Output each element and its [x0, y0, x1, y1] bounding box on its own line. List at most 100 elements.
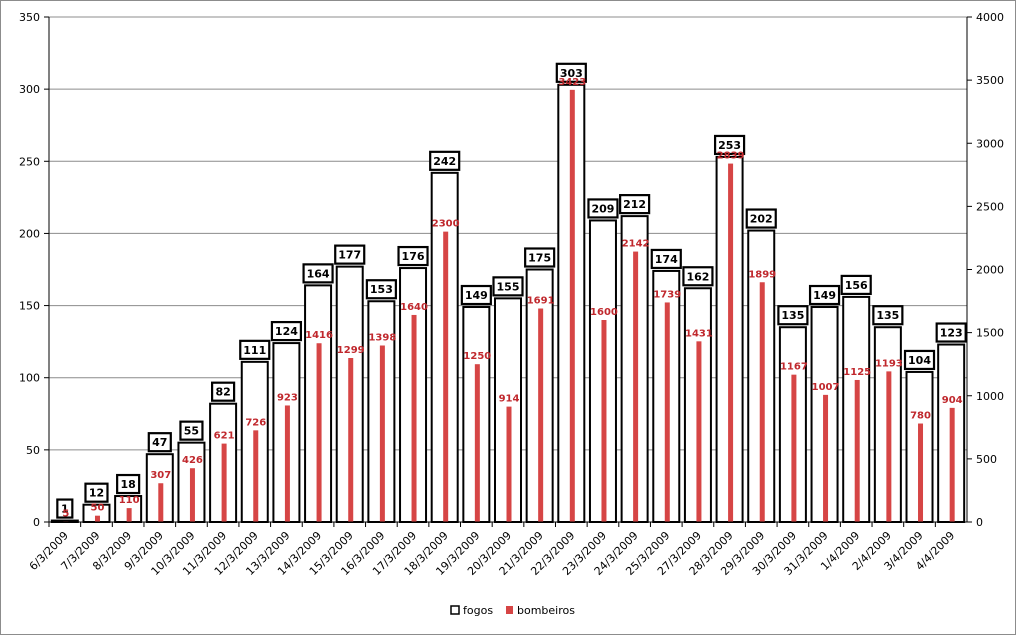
- fogos-data-label: 124: [275, 325, 298, 338]
- fogos-label-box: [397, 245, 429, 267]
- bar-bombeiros: [664, 302, 670, 522]
- fogos-label-box: [334, 244, 366, 265]
- fogos-label-box: [179, 420, 204, 441]
- fogos-data-label: 135: [781, 309, 804, 322]
- legend-swatch-bombeiros: [506, 606, 513, 614]
- fogos-label-box: [116, 473, 141, 495]
- left-tick-label: 50: [26, 444, 40, 457]
- fogos-data-label: 82: [215, 386, 230, 399]
- right-tick-label: 0: [976, 516, 983, 529]
- bombeiros-data-label: 2839: [717, 151, 745, 162]
- fogos-data-label: 155: [497, 280, 520, 293]
- fogos-data-label: 135: [876, 309, 899, 322]
- bombeiros-data-label: 1167: [780, 362, 808, 373]
- left-tick-label: 300: [19, 83, 40, 96]
- fogos-data-label: 303: [560, 67, 583, 80]
- fogos-data-label: 149: [813, 289, 836, 302]
- fogos-label-box: [777, 305, 809, 326]
- fogos-label-box: [903, 349, 936, 371]
- fogos-label-box: [935, 322, 967, 343]
- bar-bombeiros: [601, 320, 607, 522]
- bar-bombeiros: [854, 379, 860, 522]
- left-tick-label: 0: [33, 516, 40, 529]
- fogos-data-label: 209: [591, 202, 614, 215]
- fogos-data-label: 164: [307, 267, 330, 280]
- bar-bombeiros: [506, 406, 512, 522]
- fogos-data-label: 175: [528, 252, 551, 265]
- fogos-data-label: 149: [465, 289, 488, 302]
- fogos-label-box: [270, 320, 303, 342]
- bar-bombeiros: [823, 394, 829, 522]
- bar-bombeiros: [538, 308, 544, 522]
- legend-swatch-fogos: [450, 605, 460, 615]
- bombeiros-data-label: 621: [214, 431, 235, 442]
- fogos-label-box: [840, 274, 872, 296]
- right-tick-label: 1500: [976, 327, 1004, 340]
- right-tick-label: 3500: [976, 74, 1004, 87]
- right-tick-label: 2500: [976, 200, 1004, 213]
- bombeiros-data-label: 1250: [463, 351, 491, 362]
- fogos-data-label: 12: [89, 487, 104, 500]
- bombeiros-data-label: 914: [499, 394, 520, 405]
- bombeiros-data-label: 1125: [843, 367, 871, 378]
- fogos-label-box: [302, 263, 334, 284]
- bar-bombeiros: [316, 343, 322, 522]
- fogos-data-label: 123: [940, 327, 963, 340]
- bombeiros-data-label: 1007: [812, 382, 840, 393]
- bombeiros-data-label: 2142: [622, 239, 650, 250]
- bar-bombeiros: [474, 364, 480, 522]
- fogos-label-box: [211, 381, 236, 402]
- legend: fogos bombeiros: [450, 604, 575, 617]
- fogos-data-label: 1: [61, 503, 69, 516]
- bar-bombeiros: [759, 282, 765, 522]
- bar-bombeiros: [253, 430, 259, 522]
- fogos-data-label: 253: [718, 139, 741, 152]
- left-tick-label: 150: [19, 300, 40, 313]
- bombeiros-data-label: 1600: [590, 307, 618, 318]
- fogos-data-label: 202: [750, 213, 773, 226]
- bar-bombeiros: [443, 231, 449, 522]
- bar-bombeiros: [94, 515, 100, 522]
- fogos-data-label: 153: [370, 283, 393, 296]
- bombeiros-data-label: 904: [942, 395, 963, 406]
- fogos-label-box: [429, 150, 461, 171]
- right-tick-label: 1000: [976, 390, 1004, 403]
- bombeiros-data-label: 1416: [305, 330, 333, 341]
- bar-bombeiros: [221, 443, 227, 522]
- bombeiros-data-label: 1193: [875, 358, 903, 369]
- axes: [44, 16, 972, 527]
- bombeiros-data-label: 726: [245, 417, 266, 428]
- bombeiros-data-label: 2300: [432, 219, 460, 230]
- bombeiros-data-label: 50: [91, 503, 105, 514]
- fogos-label-box: [56, 498, 74, 519]
- fogos-data-label: 212: [623, 198, 646, 211]
- fogos-label-box: [365, 279, 397, 300]
- right-tick-label: 4000: [976, 11, 1004, 24]
- bar-bombeiros: [918, 423, 924, 522]
- fogos-data-label: 242: [433, 155, 456, 168]
- fogos-label-box: [808, 284, 841, 306]
- bombeiros-data-label: 923: [277, 392, 298, 403]
- bar-bombeiros: [633, 251, 639, 522]
- bar-bombeiros: [189, 468, 195, 522]
- bombeiros-data-label: 3423: [558, 77, 586, 88]
- bombeiros-data-label: 1899: [748, 269, 776, 280]
- left-tick-label: 350: [19, 11, 40, 24]
- fogos-data-label: 177: [338, 249, 361, 262]
- fogos-label-box: [745, 208, 777, 229]
- right-tick-label: 3000: [976, 137, 1004, 150]
- bar-bombeiros: [126, 508, 132, 522]
- bar-bombeiros: [728, 163, 734, 523]
- fogos-data-label: 162: [686, 270, 709, 283]
- fogos-label-box: [239, 339, 271, 360]
- fogos-label-box: [555, 62, 587, 83]
- fogos-data-label: 18: [120, 478, 135, 491]
- left-tick-label: 100: [19, 372, 40, 385]
- bombeiros-data-label: 110: [119, 495, 140, 506]
- bombeiros-data-label: 1640: [400, 302, 428, 313]
- bombeiros-data-label: 307: [150, 470, 171, 481]
- bombeiros-data-label: 426: [182, 455, 203, 466]
- right-axis-ticks: 0 500 1000 1500 2000 2500 3000 3500 4000: [976, 11, 1004, 529]
